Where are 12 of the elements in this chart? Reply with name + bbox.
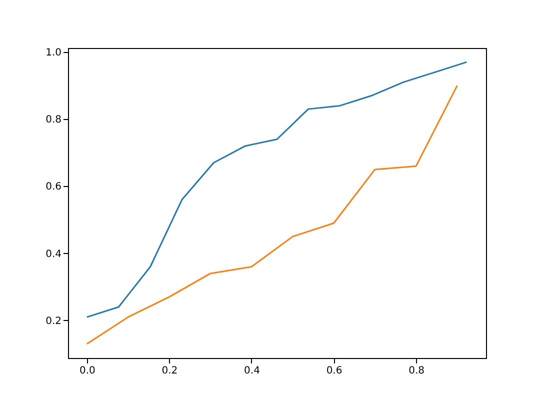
y-tick-label: 0.4: [46, 248, 62, 260]
line-series: [86, 61, 468, 318]
y-tick-label: 1.0: [46, 48, 62, 59]
line-series: [86, 84, 458, 345]
x-tick-label: 0.8: [408, 366, 425, 376]
x-tick-label: 0.2: [162, 366, 178, 376]
x-tick-label: 0.4: [244, 366, 260, 376]
y-tick-label: 0.2: [46, 316, 62, 327]
x-tick-label: 0.6: [326, 366, 342, 376]
y-tick-label: 0.6: [46, 182, 62, 193]
x-tick-label: 0.0: [79, 366, 96, 376]
y-tick-label: 0.8: [46, 114, 62, 126]
